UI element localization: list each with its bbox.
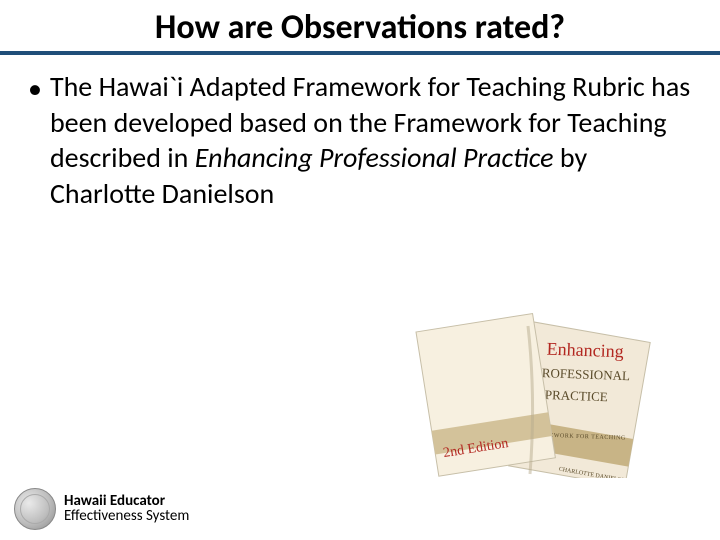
bullet-text: The Hawai`i Adapted Framework for Teachi… [50,69,692,212]
content-area: • The Hawai`i Adapted Framework for Teac… [0,55,720,212]
svg-text:PRACTICE: PRACTICE [545,387,608,404]
footer-line2: Effectiveness System [64,509,189,524]
footer-text: Hawaii Educator Effectiveness System [64,494,189,524]
bullet-marker: • [28,71,42,107]
book-cover-image: PROFESSIONAL PRACTICE Enhancing A FRAMEW… [410,308,662,478]
bullet-item: • The Hawai`i Adapted Framework for Teac… [28,69,692,212]
state-seal-icon [14,488,56,530]
slide-title: How are Observations rated? [0,8,720,49]
footer: Hawaii Educator Effectiveness System [14,488,189,530]
title-band: How are Observations rated? [0,0,720,55]
bullet-italic: Enhancing Professional Practice [195,140,554,175]
svg-text:Enhancing: Enhancing [546,339,624,362]
